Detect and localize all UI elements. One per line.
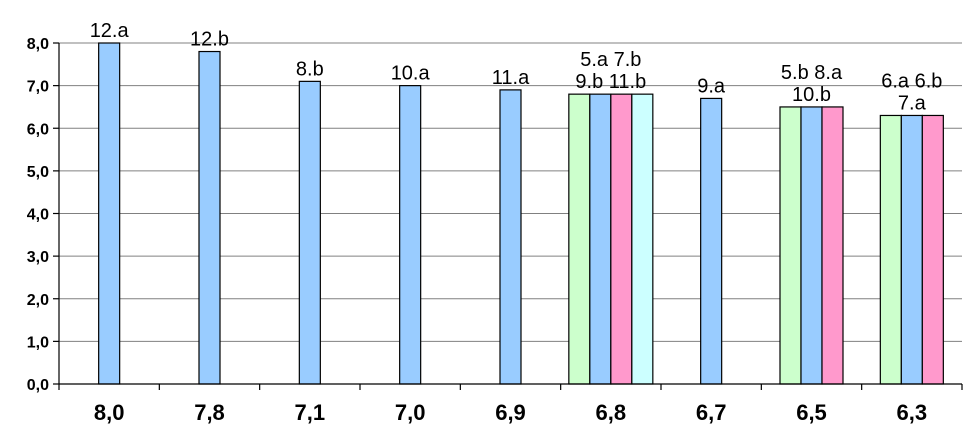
x-tick-label: 7,0 [395, 400, 426, 425]
bar [298, 80, 321, 385]
bar-data-label: 7.a [898, 92, 927, 114]
bar [399, 85, 422, 385]
x-tick-label: 6,7 [696, 400, 727, 425]
y-tick-label: 8,0 [27, 36, 49, 53]
bar-labels: 12.a 12.b 8.b 10.a 11.a 5.a 7.b9.b 11.b 9.a 5.b… [90, 20, 943, 114]
bar-data-label: 5.a 7.b [580, 49, 641, 71]
bar [499, 89, 522, 385]
y-tick-label: 2,0 [27, 292, 49, 309]
bar [98, 42, 121, 385]
bar-data-label: 9.a [697, 75, 726, 97]
bar-data-label: 10.a [391, 63, 431, 85]
x-tick-label: 6,8 [596, 400, 627, 425]
bar-data-label: 12.b [190, 29, 229, 51]
x-tick-label: 8,0 [94, 400, 125, 425]
bar-data-label: 10.b [792, 84, 831, 106]
bar-data-label: 11.a [492, 67, 530, 89]
bar-data-label: 5.b 8.a [781, 62, 843, 84]
y-tick-label: 6,0 [27, 121, 49, 138]
bar-data-label: 6.a 6.b [881, 70, 942, 92]
y-tick-labels: 0,0 1,0 2,0 3,0 4,0 5,0 6,0 7,0 8,0 [27, 36, 49, 394]
bar [900, 114, 923, 385]
bar [921, 114, 944, 385]
x-tick-label: 6,3 [897, 400, 928, 425]
x-tick-label: 6,5 [796, 400, 827, 425]
x-tick-label: 7,1 [295, 400, 326, 425]
bar-data-label: 9.b 11.b [575, 71, 646, 93]
bar-data-label: 12.a [90, 20, 130, 42]
axes [53, 42, 963, 390]
bar [779, 106, 802, 385]
bar [589, 93, 612, 385]
x-tick-label: 7,8 [194, 400, 225, 425]
y-tick-label: 0,0 [27, 377, 49, 394]
x-tick-label: 6,9 [495, 400, 526, 425]
bar [631, 93, 654, 385]
bar [198, 50, 221, 385]
bar [821, 106, 844, 385]
y-tick-label: 4,0 [27, 207, 49, 224]
y-tick-label: 1,0 [27, 334, 49, 351]
bar [610, 93, 633, 385]
x-tick-labels: 8,0 7,8 7,1 7,0 6,9 6,8 6,7 6,5 6,3 [94, 400, 927, 425]
y-tick-label: 3,0 [27, 249, 49, 266]
bar [568, 93, 591, 385]
bar [800, 106, 823, 385]
bar [700, 97, 723, 385]
y-tick-label: 5,0 [27, 164, 49, 181]
bar-data-label: 8.b [296, 58, 324, 80]
bar [879, 114, 902, 385]
y-tick-label: 7,0 [27, 79, 49, 96]
